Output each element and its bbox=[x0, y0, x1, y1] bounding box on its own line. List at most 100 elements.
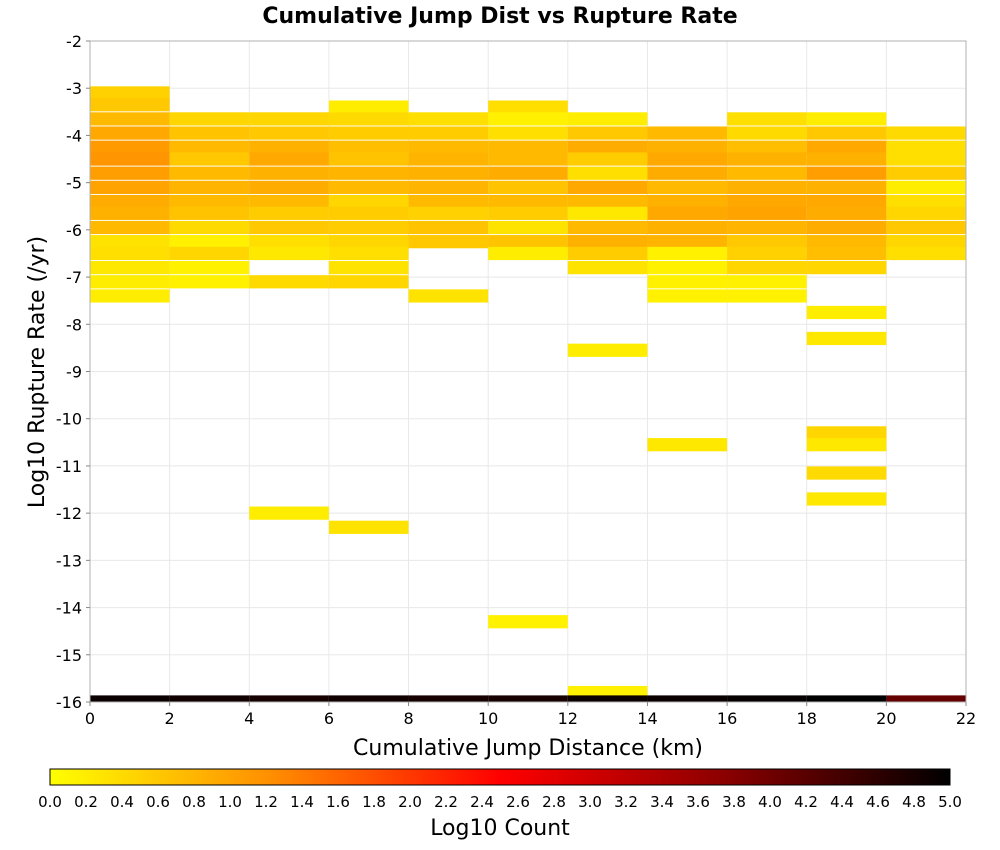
heatmap-cell bbox=[567, 166, 648, 180]
heatmap-cell bbox=[727, 112, 807, 126]
heatmap-cell bbox=[806, 438, 887, 452]
heatmap-cell bbox=[169, 275, 250, 289]
heatmap-cell-bottom bbox=[328, 695, 409, 702]
heatmap-cell bbox=[806, 305, 887, 320]
heatmap-cell bbox=[647, 235, 728, 249]
heatmap-cell bbox=[488, 166, 568, 180]
y-axis-label: Log10 Rupture Rate (/yr) bbox=[25, 236, 50, 508]
heatmap-cell bbox=[169, 152, 250, 166]
heatmap-cell bbox=[328, 206, 409, 220]
heatmap-cell bbox=[249, 180, 329, 194]
y-tick-label: -11 bbox=[56, 457, 82, 476]
heatmap-cell bbox=[806, 261, 887, 275]
heatmap-cell bbox=[727, 140, 807, 154]
heatmap-cell bbox=[647, 220, 728, 235]
heatmap-cell bbox=[328, 166, 409, 180]
heatmap-cell bbox=[90, 194, 170, 209]
heatmap-cell bbox=[249, 112, 329, 126]
heatmap-cell bbox=[328, 235, 409, 249]
y-tick-label: -6 bbox=[66, 221, 82, 240]
colorbar-ticks: 0.0 0.2 0.4 0.6 0.8 1.0 1.2 1.4 1.6 1.8 2.0 2.2 2.4 2… bbox=[38, 793, 962, 811]
heatmap-cell bbox=[488, 220, 568, 235]
heatmap-cell bbox=[488, 246, 568, 261]
heatmap-cell bbox=[328, 246, 409, 261]
x-tick-label: 10 bbox=[478, 709, 498, 728]
heatmap-cell bbox=[90, 140, 170, 154]
heatmap-cell bbox=[886, 220, 966, 235]
heatmap-cell bbox=[169, 140, 250, 154]
colorbar bbox=[49, 768, 951, 786]
colorbar-tick-label: 0.0 bbox=[38, 793, 62, 811]
heatmap-cell bbox=[806, 152, 887, 166]
heatmap-cell bbox=[249, 194, 329, 209]
y-tick-label: -15 bbox=[56, 646, 82, 665]
colorbar-tick-label: 4.2 bbox=[794, 793, 818, 811]
heatmap-cell bbox=[488, 152, 568, 166]
heatmap-cell bbox=[647, 206, 728, 220]
heatmap-cell bbox=[806, 180, 887, 194]
heatmap-cell bbox=[886, 126, 966, 140]
y-tick-label: -4 bbox=[66, 126, 82, 145]
heatmap-cell bbox=[90, 180, 170, 194]
y-axis-ticks: -2 -3 -4 -5 -6 -7 -8 -9 -10 -11 -12 -13 -14 -15 -16 bbox=[56, 32, 90, 712]
colorbar-tick-label: 1.6 bbox=[326, 793, 350, 811]
heatmap-cell bbox=[647, 289, 728, 303]
heatmap-cell bbox=[169, 235, 250, 249]
heatmap-cell bbox=[806, 331, 887, 346]
heatmap-cell bbox=[249, 206, 329, 220]
heatmap-cell bbox=[886, 166, 966, 180]
heatmap-cell bbox=[90, 235, 170, 249]
heatmap-cell bbox=[249, 235, 329, 249]
heatmap-cell bbox=[408, 152, 489, 166]
x-tick-label: 0 bbox=[85, 709, 95, 728]
heatmap-cell bbox=[727, 194, 807, 209]
heatmap-cell bbox=[328, 194, 409, 209]
heatmap-cell bbox=[727, 220, 807, 235]
heatmap-cell bbox=[488, 100, 568, 114]
x-tick-label: 4 bbox=[244, 709, 254, 728]
heatmap-cell bbox=[886, 206, 966, 220]
heatmap-cell bbox=[647, 438, 728, 452]
heatmap-cell bbox=[488, 112, 568, 126]
colorbar-tick-label: 3.6 bbox=[686, 793, 710, 811]
x-tick-label: 12 bbox=[558, 709, 578, 728]
heatmap-cell bbox=[567, 235, 648, 249]
heatmap-cell bbox=[328, 275, 409, 289]
heatmap-cell bbox=[90, 152, 170, 166]
colorbar-tick-label: 2.6 bbox=[506, 793, 530, 811]
heatmap-cell bbox=[567, 246, 648, 261]
colorbar-tick-label: 0.6 bbox=[146, 793, 170, 811]
colorbar-tick-label: 0.2 bbox=[74, 793, 98, 811]
heatmap-cell bbox=[647, 246, 728, 261]
heatmap-cell bbox=[90, 246, 170, 261]
chart-title: Cumulative Jump Dist vs Rupture Rate bbox=[262, 4, 737, 29]
heatmap-cell bbox=[249, 275, 329, 289]
heatmap-cell bbox=[328, 140, 409, 154]
heatmap-cell bbox=[647, 261, 728, 275]
heatmap-cell bbox=[567, 140, 648, 154]
heatmap-cell bbox=[408, 289, 489, 303]
heatmap-cell bbox=[647, 126, 728, 140]
heatmap-cell bbox=[727, 246, 807, 261]
heatmap-cell bbox=[169, 246, 250, 261]
heatmap-cell bbox=[806, 194, 887, 209]
heatmap-cell bbox=[567, 343, 648, 357]
heatmap-cell bbox=[328, 520, 409, 534]
heatmap-cell bbox=[806, 140, 887, 154]
heatmap-cell bbox=[488, 235, 568, 249]
heatmap-cell bbox=[567, 194, 648, 209]
heatmap-cell bbox=[567, 206, 648, 220]
heatmap-cell bbox=[567, 126, 648, 140]
y-tick-label: -10 bbox=[56, 410, 82, 429]
x-tick-label: 6 bbox=[324, 709, 334, 728]
y-tick-label: -14 bbox=[56, 599, 82, 618]
heatmap-cell bbox=[328, 180, 409, 194]
x-tick-label: 14 bbox=[637, 709, 657, 728]
colorbar-tick-label: 4.0 bbox=[758, 793, 782, 811]
heatmap-cell-bottom bbox=[249, 695, 329, 702]
heatmap-cell bbox=[90, 166, 170, 180]
heatmap-cell bbox=[727, 166, 807, 180]
colorbar-tick-label: 1.8 bbox=[362, 793, 386, 811]
heatmap-cell bbox=[90, 206, 170, 220]
heatmap-cell-bottom bbox=[90, 695, 170, 702]
